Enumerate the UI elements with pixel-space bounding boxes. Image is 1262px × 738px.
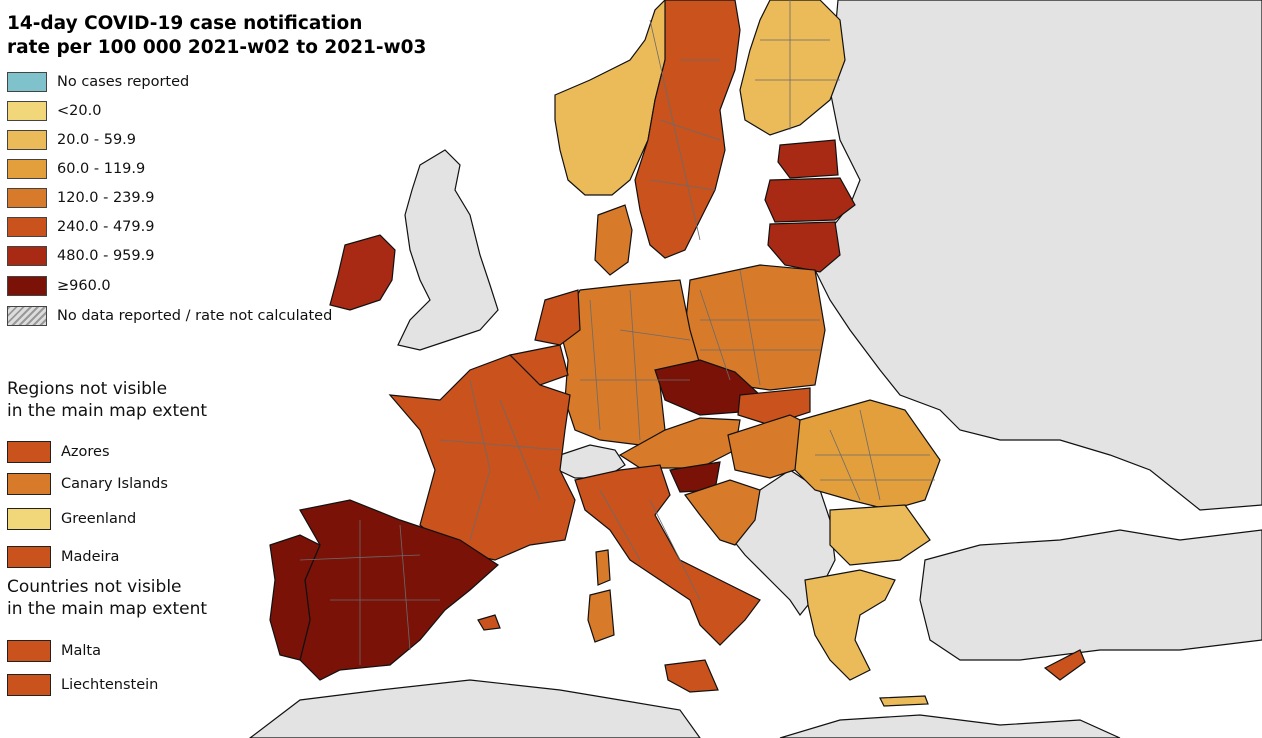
legend-swatch [7, 246, 47, 266]
legend-item: 120.0 - 239.9 [7, 187, 154, 209]
legend-label: ≥960.0 [57, 278, 111, 294]
region-item: Madeira [7, 546, 119, 568]
crete-region [879, 695, 929, 707]
region-swatch [7, 473, 51, 495]
legend-item: 480.0 - 959.9 [7, 245, 154, 267]
legend-label: 20.0 - 59.9 [57, 132, 137, 148]
portugal-region [269, 534, 321, 661]
region-swatch [7, 546, 51, 568]
balearic-region [477, 614, 501, 631]
germany-region [559, 279, 701, 446]
region-item: Greenland [7, 508, 136, 530]
latvia-region [764, 177, 856, 223]
regions-heading-line-2: in the main map extent [7, 401, 208, 421]
legend-label: 60.0 - 119.9 [57, 161, 146, 177]
legend-swatch [7, 276, 47, 296]
countries-heading-line-1: Countries not visible [7, 577, 182, 597]
region-item: Azores [7, 441, 110, 463]
bulgaria-region [829, 504, 931, 566]
legend-item: 60.0 - 119.9 [7, 158, 145, 180]
region-label: Canary Islands [61, 476, 168, 492]
finland-region [739, 0, 846, 136]
cyprus-region [1043, 649, 1086, 681]
region-label: Azores [61, 444, 110, 460]
country-swatch [7, 674, 51, 696]
region-label: Greenland [61, 511, 137, 527]
netherlands-region [534, 289, 581, 346]
legend-item: <20.0 [7, 100, 101, 122]
legend-swatch [7, 188, 47, 208]
map-title: 14-day COVID-19 case notification rate p… [7, 12, 427, 60]
legend-label: No cases reported [57, 74, 190, 90]
legend-swatch [7, 130, 47, 150]
legend-label: No data reported / rate not calculated [57, 308, 333, 324]
region-item: Canary Islands [7, 473, 168, 495]
region-swatch [7, 508, 51, 530]
country-swatch [7, 640, 51, 662]
title-line-1: 14-day COVID-19 case notification [7, 13, 363, 34]
legend-item: 20.0 - 59.9 [7, 129, 136, 151]
legend-label: <20.0 [57, 103, 102, 119]
region-borders [299, 0, 935, 665]
country-label: Liechtenstein [61, 677, 159, 693]
estonia-region [777, 139, 839, 179]
sicily-region [664, 659, 719, 693]
corsica-region [595, 549, 611, 586]
regions-heading: Regions not visible in the main map exte… [7, 378, 207, 422]
legend-item: ≥960.0 [7, 275, 111, 297]
france-region [388, 354, 576, 561]
croatia-region [684, 479, 761, 546]
non-eu-land [249, 0, 1262, 738]
legend-swatch [7, 217, 47, 237]
country-label: Malta [61, 643, 101, 659]
lithuania-region [767, 221, 841, 273]
legend-item: No data reported / rate not calculated [7, 305, 332, 327]
greece-region [804, 569, 896, 681]
legend-swatch [7, 101, 47, 121]
title-line-2: rate per 100 000 2021-w02 to 2021-w03 [7, 37, 427, 58]
sardinia-region [587, 589, 615, 643]
legend-swatch [7, 159, 47, 179]
italy-region [574, 464, 761, 646]
legend-label: 480.0 - 959.9 [57, 248, 155, 264]
denmark-region [594, 204, 633, 276]
regions-heading-line-1: Regions not visible [7, 379, 168, 399]
legend-item: 240.0 - 479.9 [7, 216, 154, 238]
legend-swatch [7, 72, 47, 92]
countries-heading: Countries not visible in the main map ex… [7, 576, 207, 620]
region-swatch [7, 441, 51, 463]
legend-swatch-hatched [7, 306, 47, 326]
country-item: Liechtenstein [7, 674, 158, 696]
legend-label: 120.0 - 239.9 [57, 190, 155, 206]
map-legend: 14-day COVID-19 case notification rate p… [0, 0, 426, 738]
region-label: Madeira [61, 549, 120, 565]
eu-member-regions [269, 0, 1086, 707]
legend-item: No cases reported [7, 71, 189, 93]
legend-label: 240.0 - 479.9 [57, 219, 155, 235]
country-item: Malta [7, 640, 101, 662]
ireland-region [329, 234, 396, 311]
countries-heading-line-2: in the main map extent [7, 599, 208, 619]
